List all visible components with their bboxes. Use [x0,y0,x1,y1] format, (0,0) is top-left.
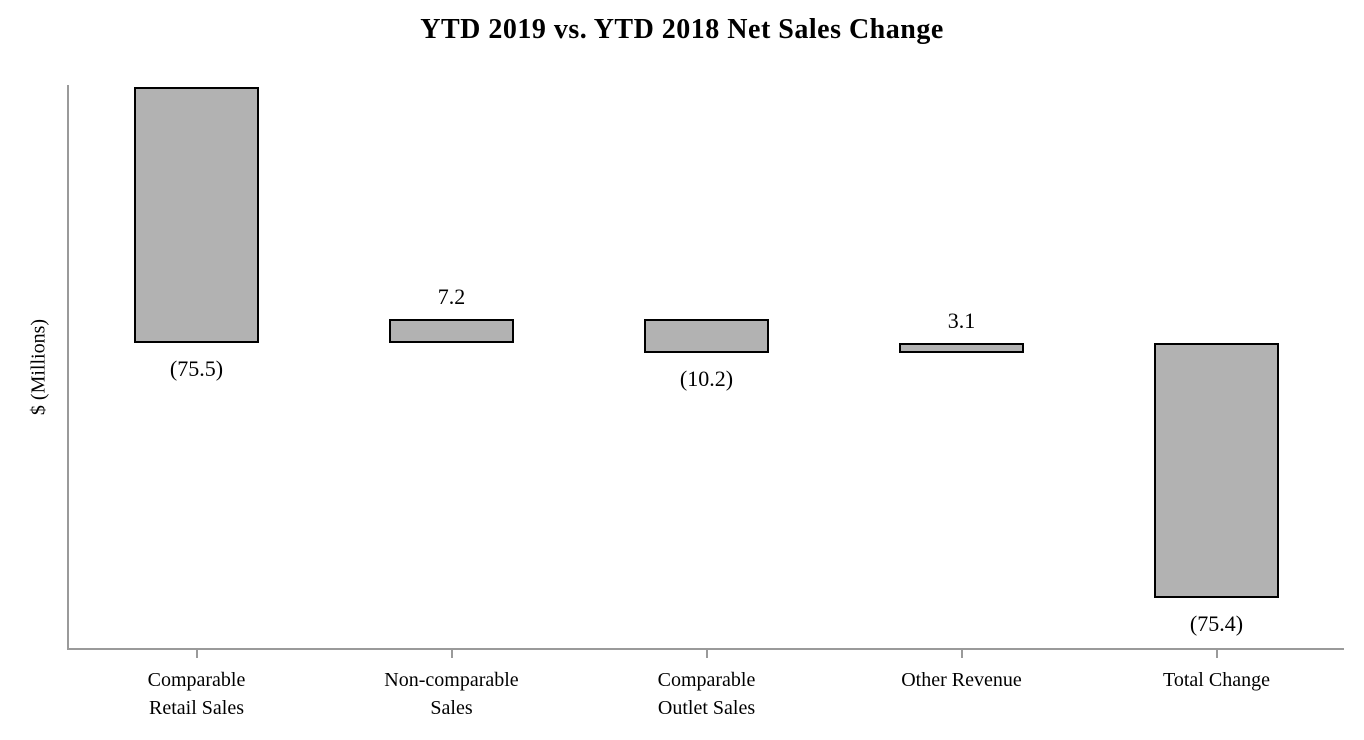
x-axis-tick [960,648,963,658]
y-axis-label: $ (Millions) [27,318,50,416]
x-axis-tick [450,648,453,658]
waterfall-bar [134,87,259,343]
x-axis-labels: Comparable Retail Sales Non-comparable Sa… [69,666,1344,722]
bar-value-label: (75.4) [1189,611,1244,637]
waterfall-bar [389,318,514,343]
x-axis-tick [1215,648,1218,658]
waterfall-bar [644,318,769,354]
waterfall-bar [899,342,1024,354]
x-axis-tick [195,648,198,658]
bar-value-label: 3.1 [947,307,976,333]
category-label: Comparable Outlet Sales [657,669,756,719]
bar-value-label: 7.2 [437,283,466,309]
category-label: Comparable Retail Sales [147,669,246,719]
x-axis-tick [705,648,708,658]
bar-value-label: (75.5) [169,355,224,381]
category-label: Non-comparable Sales [384,669,519,719]
category-label: Total Change [1163,669,1270,691]
plot-area: (75.5) 7.2 (10.2) 3.1 (75.4) [67,85,1344,658]
bar-value-label: (10.2) [679,366,734,392]
waterfall-bar [1154,342,1279,599]
chart-title: YTD 2019 vs. YTD 2018 Net Sales Change [420,14,944,45]
category-label: Other Revenue [901,669,1022,691]
